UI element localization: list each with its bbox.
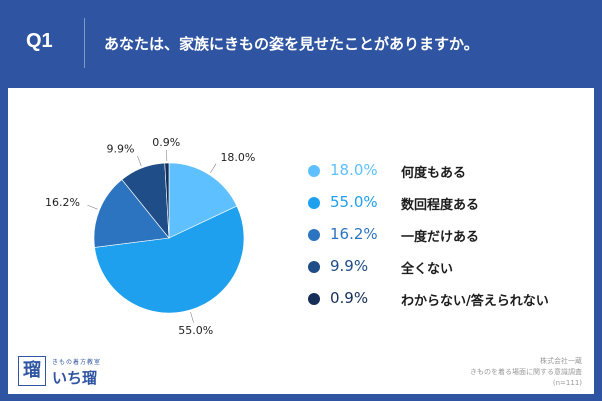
source-note: 株式会社一蔵 きものを着る場面に関する意識調査 (n=111) [470, 356, 582, 389]
header-divider [84, 18, 85, 68]
legend: 18.0% 何度もある 55.0% 数回程度ある 16.2% 一度だけある 9.9% 全くない… [308, 159, 588, 319]
legend-value: 18.0% [330, 161, 378, 179]
pie-leader-line-1 [210, 163, 217, 174]
logo-name: いち瑠 [52, 369, 98, 387]
header: Q1 あなたは、家族にきもの姿を見せたことがありますか。 [0, 0, 602, 88]
pie-data-label-3: 16.2% [45, 196, 80, 209]
legend-label: 何度もある [401, 166, 467, 181]
question-text: あなたは、家族にきもの姿を見せたことがありますか。 [104, 35, 479, 53]
pie-slice-3 [93, 179, 170, 248]
source-survey: きものを着る場面に関する意識調査 [470, 368, 582, 376]
legend-item-3: 16.2% 一度だけある [308, 223, 588, 255]
source-company: 株式会社一蔵 [540, 357, 582, 365]
pie-data-label-1: 18.0% [220, 151, 255, 164]
legend-swatch [308, 165, 320, 177]
legend-item-4: 9.9% 全くない [308, 255, 588, 287]
pie-leader-line-2 [190, 311, 194, 323]
pie-chart: 18.0% 55.0% 16.2% 9.9% 0.9% [45, 136, 255, 337]
legend-swatch [308, 229, 320, 241]
chart-card: 18.0% 55.0% 16.2% 9.9% 0.9% 18.0% 何度もある 55.0% 数… [8, 88, 594, 394]
logo-mark: 瑠 [18, 356, 46, 386]
pie-leader-line-3 [87, 204, 98, 210]
legend-label: 数回程度ある [401, 198, 480, 213]
company-logo: 瑠 きもの着方教室 いち瑠 [18, 354, 118, 390]
legend-item-2: 55.0% 数回程度ある [308, 191, 588, 223]
source-sample-size: (n=111) [552, 379, 582, 387]
legend-value: 16.2% [330, 225, 378, 243]
pie-slice-5 [164, 162, 170, 239]
legend-value: 9.9% [330, 257, 369, 275]
pie-slice-1 [168, 162, 238, 239]
legend-label: 全くない [401, 262, 454, 277]
legend-swatch [308, 261, 320, 273]
legend-value: 55.0% [330, 193, 378, 211]
legend-label: 一度だけある [401, 230, 480, 245]
pie-data-label-4: 9.9% [107, 142, 135, 155]
legend-value: 0.9% [330, 289, 369, 307]
pie-slice-2 [94, 205, 245, 314]
legend-item-1: 18.0% 何度もある [308, 159, 588, 191]
legend-label: わからない/答えられない [401, 294, 549, 309]
question-number: Q1 [26, 30, 53, 52]
pie-data-label-2: 55.0% [178, 324, 213, 337]
pie-data-label-5: 0.9% [152, 136, 180, 149]
pie-leader-line-4 [137, 155, 142, 167]
legend-item-5: 0.9% わからない/答えられない [308, 287, 588, 319]
logo-subtitle: きもの着方教室 [52, 359, 102, 366]
legend-swatch [308, 293, 320, 305]
legend-swatch [308, 197, 320, 209]
